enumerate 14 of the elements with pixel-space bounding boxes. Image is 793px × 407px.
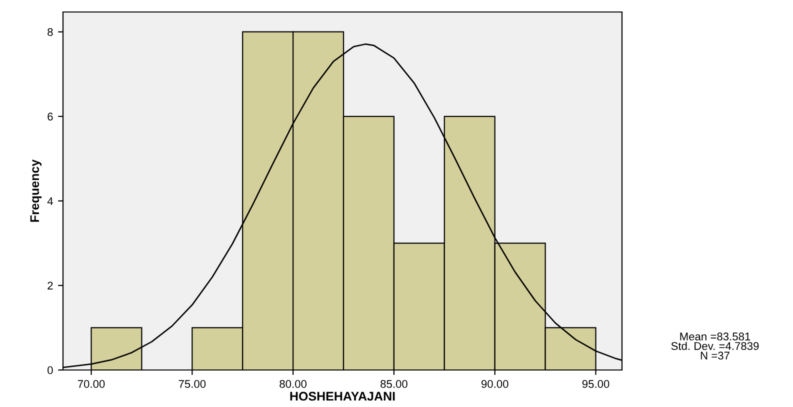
x-tick-label: 75.00 — [178, 380, 206, 388]
x-tick-label: 85.00 — [380, 380, 408, 388]
y-axis-title: Frequency — [30, 159, 42, 222]
y-tick-label: 2 — [48, 282, 53, 290]
x-tick-label: 95.00 — [582, 380, 610, 388]
y-tick-label: 8 — [48, 28, 53, 36]
x-axis-title: HOSHEHAYAJANI — [290, 392, 395, 401]
y-tick-label: 0 — [48, 366, 53, 374]
y-tick-label: 6 — [48, 112, 53, 121]
y-tick-label: 4 — [47, 197, 53, 205]
x-tick-label: 80.00 — [280, 380, 307, 388]
x-tick-label: 70.00 — [78, 380, 105, 388]
x-tick-label: 90.00 — [481, 380, 508, 388]
text: Mean =83.581 Std. Dev. =4.7839 N =37 — [671, 332, 759, 360]
